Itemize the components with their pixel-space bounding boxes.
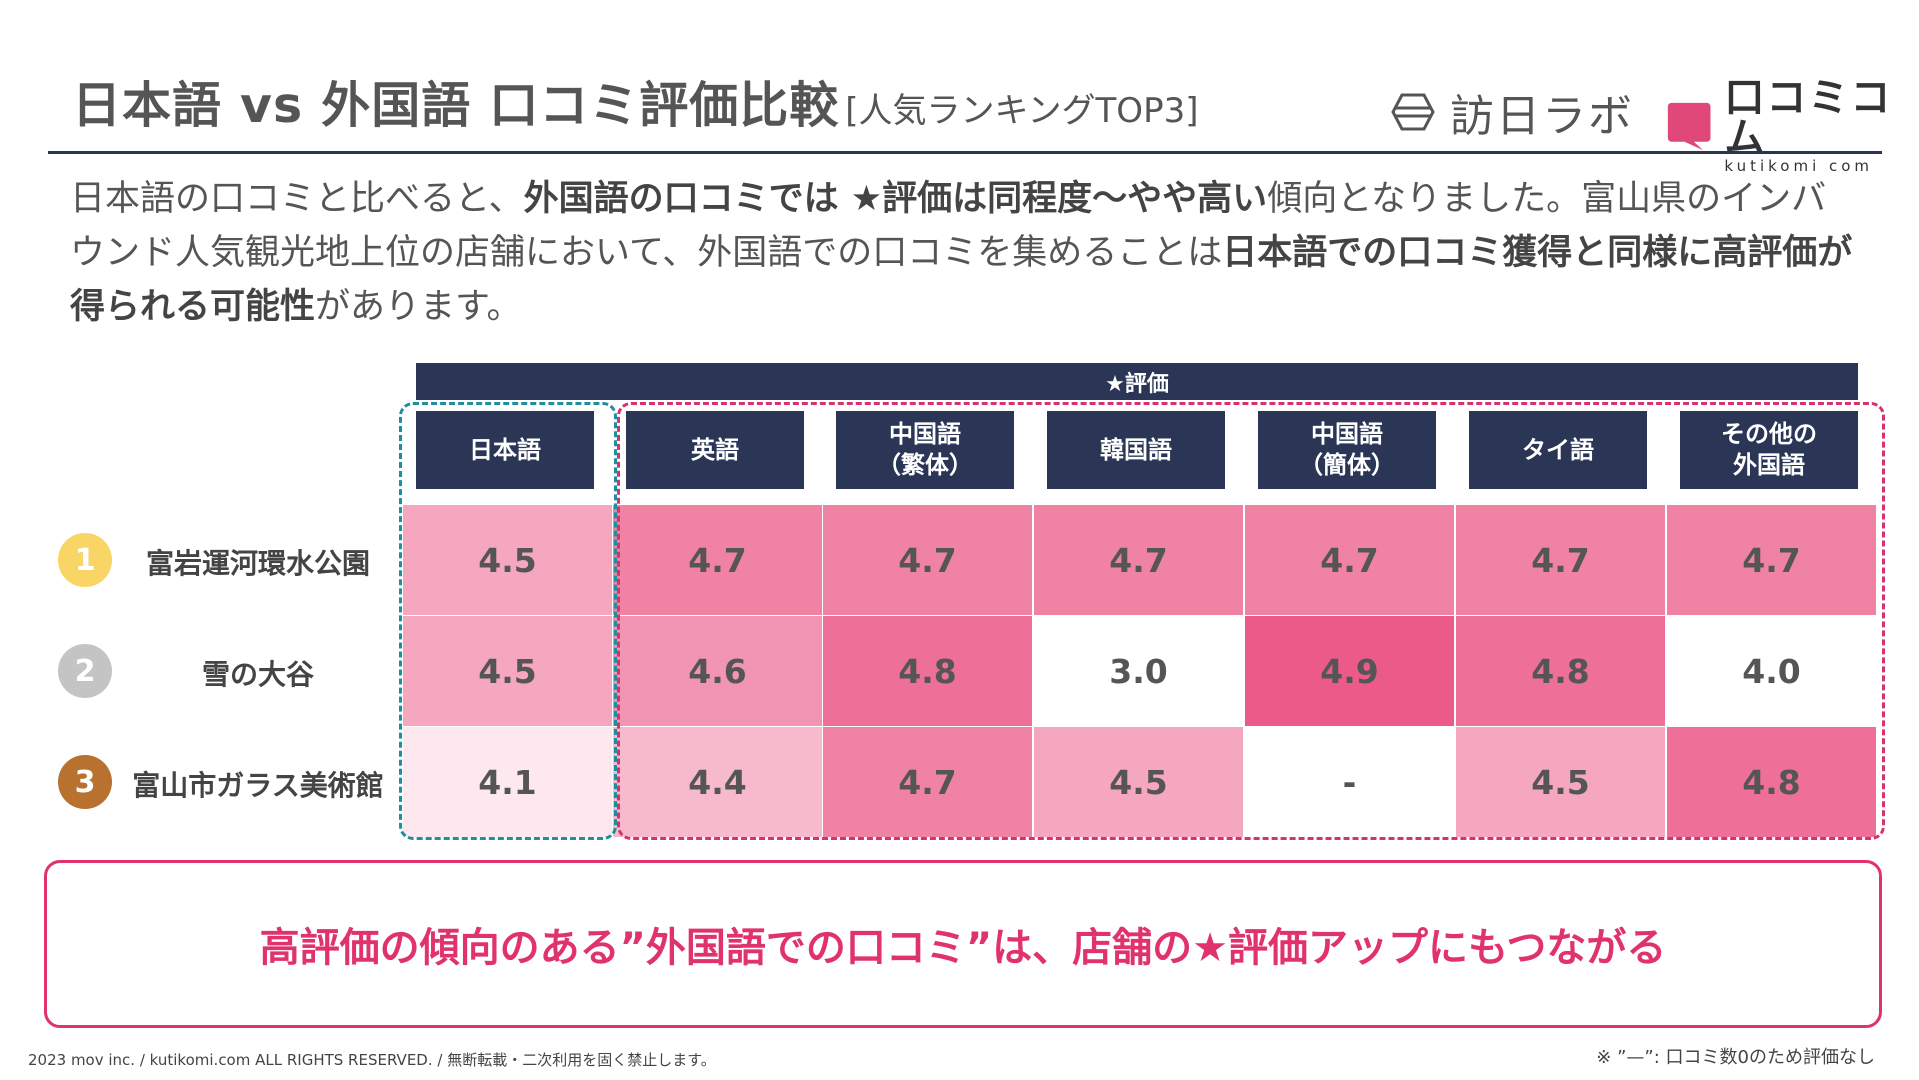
lead-text-3: があります。 xyxy=(315,287,522,327)
rating-header: ★評価 xyxy=(416,363,1858,400)
rating-cell: 4.5 xyxy=(1456,727,1666,838)
lead-bold-2: 日本語での口コミ獲得と同様に高評価が得られる可能性 xyxy=(70,233,1853,327)
rating-cell: 4.7 xyxy=(613,505,823,616)
rating-cell: 4.5 xyxy=(403,505,613,616)
column-header: タイ語 xyxy=(1469,411,1647,489)
houjin-lab-logo-icon xyxy=(1391,93,1435,131)
rank-badge: 1 xyxy=(58,533,112,587)
foreign-highlight-box xyxy=(617,402,1885,840)
copyright-footer: 2023 mov inc. / kutikomi.com ALL RIGHTS … xyxy=(28,1051,716,1069)
rating-cell: 4.7 xyxy=(1667,505,1877,616)
rating-cell: 4.4 xyxy=(613,727,823,838)
conclusion-text: 高評価の傾向のある”外国語での口コミ”は、店舗の★評価アップにもつながる xyxy=(259,925,1667,971)
kutikomi-logo-name: 口コミコム xyxy=(1724,75,1893,161)
footnote: ※ ”—”: 口コミ数0のため評価なし xyxy=(1596,1047,1875,1068)
houjin-lab-logo: 訪日ラボ xyxy=(1390,80,1634,144)
rating-cell: 4.9 xyxy=(1245,616,1455,727)
rating-cell: 4.7 xyxy=(1456,505,1666,616)
column-header: 日本語 xyxy=(416,411,594,489)
kutikomi-logo-sub: kutikomi com xyxy=(1724,157,1874,175)
rating-cell: 4.7 xyxy=(823,727,1033,838)
rating-cell: 4.7 xyxy=(823,505,1033,616)
title-subtitle: [人気ランキングTOP3] xyxy=(845,91,1199,131)
rank-badge: 2 xyxy=(58,644,112,698)
lead-paragraph: 日本語の口コミと比べると、外国語の口コミでは ★評価は同程度〜やや高い傾向となり… xyxy=(70,172,1860,334)
lead-text-2: 傾向となりました。富山県のインバウンド人気観光地上位の店舗において、外国語での口… xyxy=(70,179,1827,273)
rank-badge: 3 xyxy=(58,755,112,809)
column-header: 英語 xyxy=(626,411,804,489)
column-header: その他の 外国語 xyxy=(1680,411,1858,489)
lead-text-1: 日本語の口コミと比べると、 xyxy=(70,179,524,219)
conclusion-box: 高評価の傾向のある”外国語での口コミ”は、店舗の★評価アップにもつながる xyxy=(44,860,1882,1028)
title-divider xyxy=(48,151,1882,154)
rating-cell: 3.0 xyxy=(1034,616,1244,727)
spot-name: 雪の大谷 xyxy=(201,658,314,691)
rating-cell: 4.8 xyxy=(1667,727,1877,838)
column-header: 中国語 （簡体） xyxy=(1258,411,1436,489)
column-header: 中国語 （繁体） xyxy=(836,411,1014,489)
kutikomi-logo-icon xyxy=(1667,102,1711,151)
page-title: 日本語 vs 外国語 口コミ評価比較 [人気ランキングTOP3] xyxy=(72,66,1198,136)
rating-cell: 4.8 xyxy=(1456,616,1666,727)
lead-bold-1: 外国語の口コミでは ★評価は同程度〜やや高い xyxy=(523,179,1268,219)
spot-name: 富岩運河環水公園 xyxy=(145,547,370,580)
rating-cell: 4.7 xyxy=(1245,505,1455,616)
rating-cell: 4.6 xyxy=(613,616,823,727)
rating-cell: 4.7 xyxy=(1034,505,1244,616)
column-header: 韓国語 xyxy=(1047,411,1225,489)
spot-name: 富山市ガラス美術館 xyxy=(132,769,384,802)
houjin-lab-logo-text: 訪日ラボ xyxy=(1450,91,1634,142)
title-main: 日本語 vs 外国語 口コミ評価比較 xyxy=(72,77,840,134)
rating-cell: 4.5 xyxy=(1034,727,1244,838)
japanese-highlight-box xyxy=(399,402,617,840)
rating-cell: 4.8 xyxy=(823,616,1033,727)
rating-cell: 4.5 xyxy=(403,616,613,727)
rating-cell: 4.0 xyxy=(1667,616,1877,727)
kutikomi-logo: 口コミコム kutikomi com xyxy=(1666,78,1919,174)
